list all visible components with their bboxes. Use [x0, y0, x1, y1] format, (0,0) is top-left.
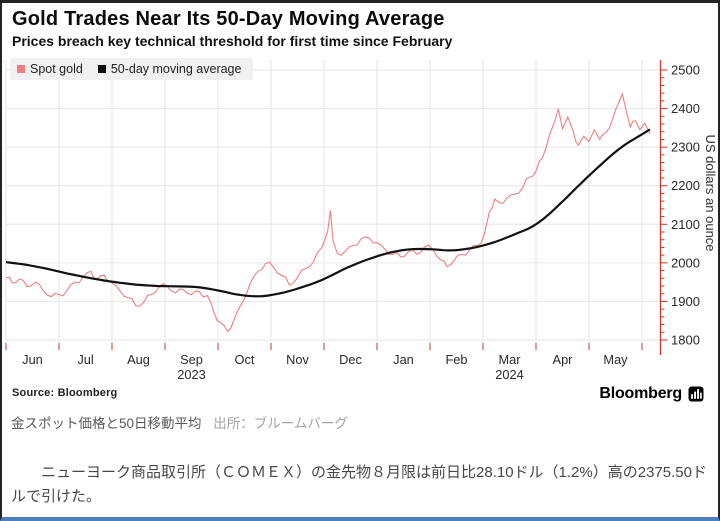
moving-average-swatch-icon	[97, 65, 106, 73]
svg-text:1800: 1800	[671, 333, 700, 348]
svg-text:2500: 2500	[671, 63, 700, 78]
svg-text:Oct: Oct	[235, 352, 255, 367]
spot-gold-swatch-icon	[17, 65, 25, 73]
chart-title: Gold Trades Near Its 50-Day Moving Avera…	[12, 8, 445, 30]
svg-text:2200: 2200	[671, 178, 700, 193]
svg-text:Nov: Nov	[286, 352, 309, 367]
svg-text:May: May	[603, 352, 628, 367]
svg-text:2000: 2000	[671, 255, 700, 270]
chart-subtitle: Prices breach key technical threshold fo…	[12, 33, 453, 49]
chart-legend: Spot gold 50-day moving average	[10, 58, 254, 80]
japanese-caption-source: 出所：ブルームバーグ	[213, 416, 348, 431]
svg-text:Jun: Jun	[22, 352, 43, 367]
svg-text:2100: 2100	[671, 217, 700, 232]
bloomberg-logo: Bloomberg	[599, 385, 704, 403]
svg-text:Feb: Feb	[445, 352, 467, 367]
japanese-caption: 金スポット価格と50日移動平均 出所：ブルームバーグ	[11, 412, 348, 432]
svg-text:2300: 2300	[671, 140, 700, 155]
svg-text:Aug: Aug	[127, 352, 150, 367]
japanese-caption-title: 金スポット価格と50日移動平均	[11, 416, 202, 431]
moving-average-line	[5, 128, 651, 298]
svg-text:2400: 2400	[671, 101, 700, 116]
article-paragraph: ニューヨーク商品取引所（ＣＯＭＥＸ）の金先物８月限は前日比28.10ドル（1.2…	[11, 464, 707, 506]
svg-text:2024: 2024	[495, 367, 523, 382]
svg-text:Jan: Jan	[393, 352, 414, 367]
svg-text:1900: 1900	[671, 294, 700, 309]
bloomberg-wordmark: Bloomberg	[599, 385, 682, 402]
svg-text:Mar: Mar	[498, 352, 521, 367]
legend-label-moving-average: 50-day moving average	[110, 62, 242, 76]
svg-text:US dollars an ounce: US dollars an ounce	[703, 134, 718, 251]
spot-gold-line	[5, 92, 651, 333]
svg-text:Dec: Dec	[339, 352, 362, 367]
svg-text:2023: 2023	[177, 367, 205, 382]
svg-text:Apr: Apr	[553, 352, 574, 367]
source-label: Source: Bloomberg	[12, 387, 118, 399]
bloomberg-icon	[688, 386, 704, 402]
legend-label-spot-gold: Spot gold	[30, 62, 83, 76]
svg-text:Sep: Sep	[180, 352, 203, 367]
svg-text:Jul: Jul	[77, 352, 93, 367]
legend-item-spot-gold: Spot gold	[17, 62, 83, 76]
legend-item-moving-average: 50-day moving average	[97, 62, 242, 76]
